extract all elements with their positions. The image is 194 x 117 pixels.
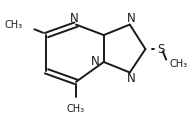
Text: N: N: [127, 72, 136, 85]
Text: CH₃: CH₃: [67, 104, 85, 114]
Text: N: N: [91, 55, 100, 68]
Text: CH₃: CH₃: [170, 59, 188, 69]
Text: N: N: [127, 12, 136, 25]
Text: S: S: [157, 43, 165, 56]
Text: N: N: [70, 12, 79, 25]
Text: CH₃: CH₃: [4, 20, 22, 30]
